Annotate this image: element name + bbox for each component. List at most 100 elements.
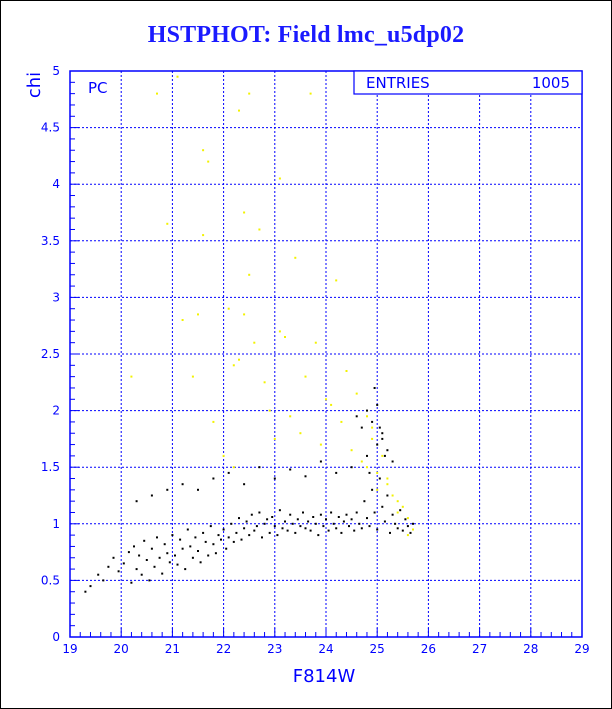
data-point bbox=[358, 522, 361, 525]
data-point bbox=[232, 466, 235, 469]
data-point bbox=[289, 513, 292, 516]
data-point bbox=[330, 511, 333, 514]
data-point bbox=[366, 454, 368, 457]
data-point bbox=[376, 528, 379, 531]
x-tick-label: 29 bbox=[574, 642, 589, 656]
data-point bbox=[355, 415, 358, 418]
data-point bbox=[355, 392, 358, 395]
data-point bbox=[278, 177, 281, 180]
data-point bbox=[376, 471, 379, 474]
data-point bbox=[391, 460, 394, 463]
data-point bbox=[319, 443, 322, 446]
data-point bbox=[412, 528, 414, 531]
data-point bbox=[84, 590, 87, 593]
data-point bbox=[227, 471, 230, 474]
data-point bbox=[230, 522, 233, 525]
data-point bbox=[371, 488, 374, 491]
data-point bbox=[381, 505, 384, 508]
x-tick-label: 21 bbox=[165, 642, 180, 656]
data-point bbox=[401, 505, 404, 508]
data-point bbox=[273, 525, 276, 528]
data-point bbox=[227, 307, 230, 310]
data-point bbox=[391, 513, 394, 516]
data-point bbox=[258, 466, 261, 469]
data-point bbox=[102, 579, 105, 582]
data-point bbox=[181, 547, 184, 550]
data-point bbox=[304, 375, 307, 378]
data-point bbox=[140, 573, 143, 576]
data-point bbox=[227, 536, 230, 539]
y-tick-label: 3 bbox=[52, 290, 60, 304]
data-point bbox=[404, 518, 407, 521]
data-point bbox=[353, 529, 356, 532]
data-point bbox=[158, 556, 161, 559]
data-point bbox=[235, 531, 238, 534]
data-point bbox=[345, 370, 348, 372]
data-point bbox=[179, 538, 182, 541]
data-point bbox=[378, 426, 381, 429]
data-point bbox=[376, 403, 379, 406]
data-point bbox=[314, 522, 317, 525]
data-point bbox=[253, 341, 256, 344]
data-point bbox=[373, 387, 376, 389]
data-point bbox=[340, 531, 343, 534]
x-tick-label: 27 bbox=[472, 642, 487, 656]
stats-box-frame bbox=[353, 70, 583, 95]
data-point bbox=[135, 500, 138, 503]
data-point bbox=[406, 525, 409, 528]
grid-lines bbox=[70, 71, 582, 637]
data-point bbox=[371, 420, 374, 423]
data-point bbox=[232, 540, 235, 543]
x-axis-label: F814W bbox=[293, 666, 356, 687]
data-point bbox=[373, 511, 376, 514]
data-point bbox=[245, 520, 248, 523]
data-point bbox=[266, 518, 269, 521]
x-tick-label: 28 bbox=[523, 642, 538, 656]
y-tick-label: 4.5 bbox=[41, 121, 60, 135]
data-point bbox=[394, 522, 397, 525]
data-point bbox=[302, 511, 304, 514]
data-point bbox=[174, 554, 176, 557]
y-tick-label: 1.5 bbox=[41, 460, 60, 474]
data-point bbox=[281, 527, 284, 530]
data-point bbox=[376, 488, 379, 491]
data-point bbox=[386, 494, 389, 497]
data-point bbox=[322, 525, 325, 528]
data-point bbox=[133, 545, 135, 548]
data-point bbox=[381, 454, 384, 457]
data-point bbox=[348, 525, 350, 528]
data-point bbox=[366, 517, 368, 520]
y-tick-label: 3.5 bbox=[41, 234, 60, 248]
data-point bbox=[340, 420, 343, 423]
data-point bbox=[309, 92, 312, 95]
data-point bbox=[296, 518, 299, 521]
data-point bbox=[294, 531, 297, 534]
data-point bbox=[327, 529, 330, 532]
data-point bbox=[389, 531, 391, 534]
data-point bbox=[284, 520, 286, 523]
data-point bbox=[135, 568, 138, 571]
data-point bbox=[368, 471, 371, 474]
data-point bbox=[194, 536, 197, 539]
data-point bbox=[97, 573, 100, 576]
data-point bbox=[284, 336, 286, 338]
data-point bbox=[238, 517, 240, 520]
data-point bbox=[258, 228, 261, 231]
data-point bbox=[204, 540, 207, 543]
stats-entries-label: ENTRIES bbox=[366, 74, 430, 92]
data-point bbox=[355, 511, 358, 514]
data-point bbox=[212, 477, 215, 480]
data-point bbox=[325, 398, 327, 401]
data-point bbox=[381, 437, 384, 440]
data-point bbox=[184, 568, 187, 571]
data-point bbox=[153, 565, 156, 568]
data-point bbox=[176, 75, 179, 78]
data-point bbox=[309, 529, 312, 532]
x-tick-label: 22 bbox=[216, 642, 231, 656]
data-point bbox=[202, 234, 205, 237]
data-point bbox=[345, 513, 348, 516]
data-point bbox=[197, 550, 199, 552]
data-point bbox=[332, 522, 335, 525]
data-point bbox=[117, 570, 120, 573]
